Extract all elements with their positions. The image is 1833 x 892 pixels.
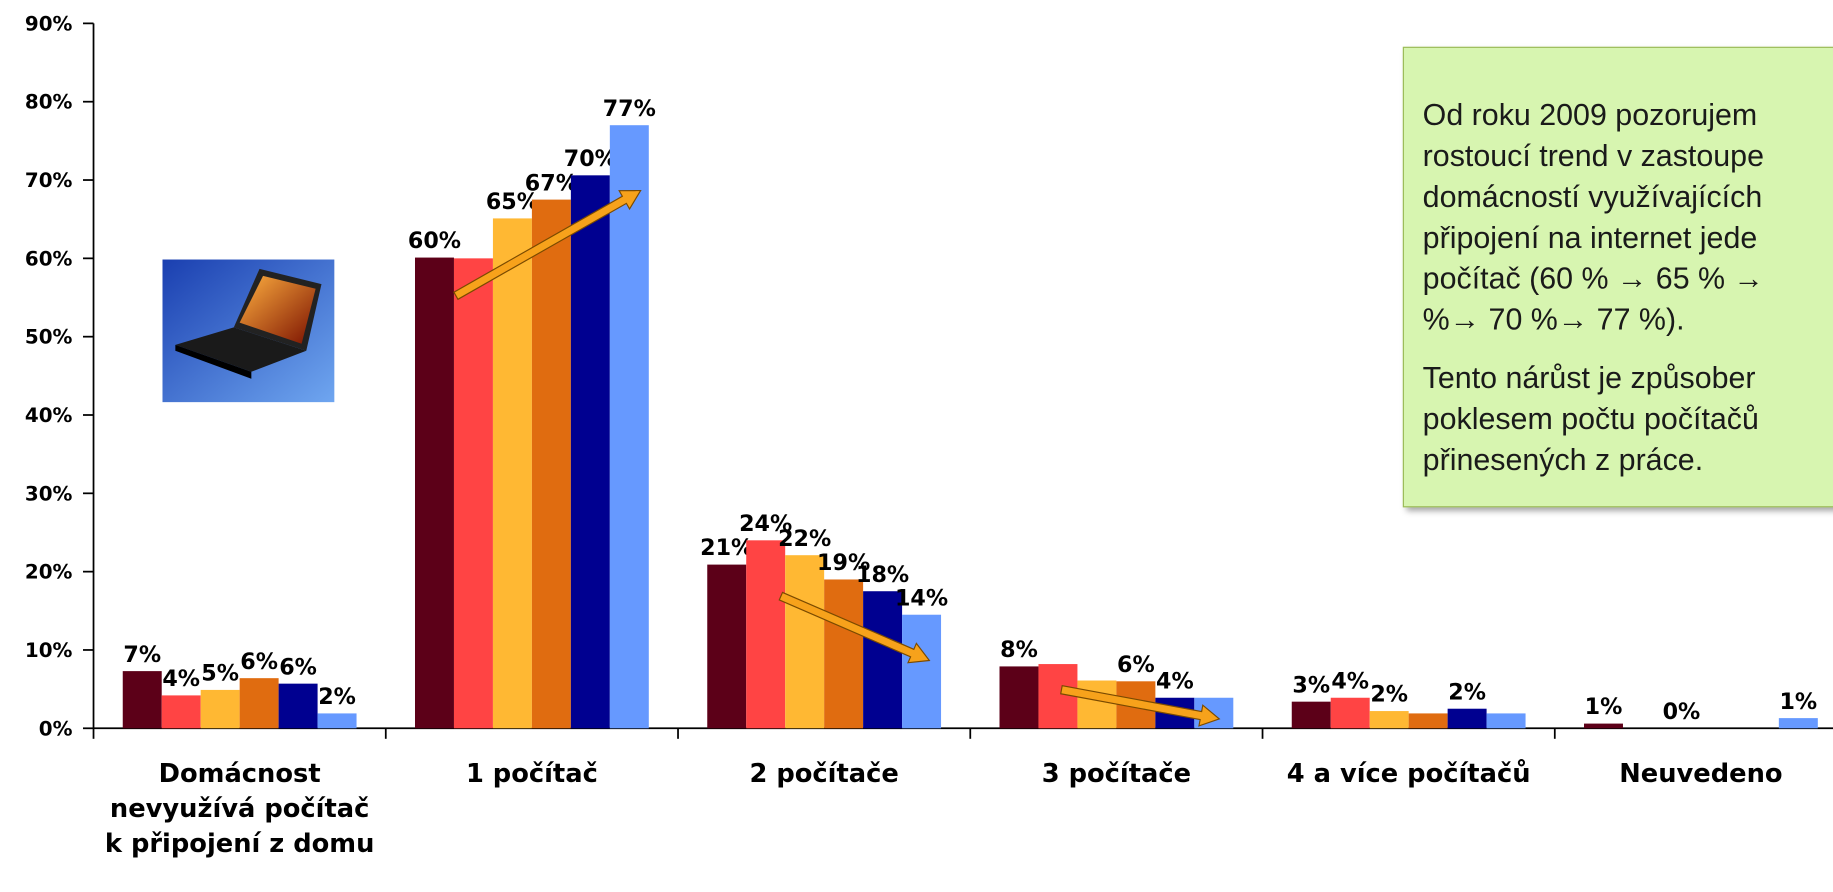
bar — [453, 258, 493, 729]
x-tick-label: 2 počítače — [749, 759, 899, 790]
y-tick-label: 40% — [25, 404, 73, 427]
data-label: 8% — [1000, 637, 1038, 663]
bar — [902, 614, 942, 729]
data-label: 14% — [895, 585, 948, 611]
x-tick-label: Domácnost nevyužívá počítač k připojení … — [104, 759, 375, 860]
bar — [1330, 697, 1370, 729]
bar — [746, 540, 786, 729]
bar — [122, 671, 162, 729]
data-label: 1% — [1779, 689, 1817, 715]
data-label: 6% — [240, 649, 278, 675]
data-label: 4% — [1156, 668, 1194, 694]
y-tick-label: 60% — [25, 247, 73, 270]
annotation-line: rostoucí trend v zastoupe — [1422, 137, 1764, 174]
data-label: 6% — [1117, 652, 1155, 678]
data-label: 4% — [1331, 668, 1369, 694]
trend-arrow — [453, 189, 642, 301]
bar — [278, 683, 318, 729]
bar — [239, 678, 279, 729]
bar — [1408, 713, 1448, 729]
y-tick-label: 50% — [25, 326, 73, 349]
bar — [570, 175, 610, 729]
x-tick-label: Neuvedeno — [1619, 759, 1783, 790]
data-label: 6% — [279, 654, 317, 680]
data-label: 77% — [603, 96, 656, 122]
paragraph-gap — [1423, 340, 1833, 358]
data-label: 4% — [162, 666, 200, 692]
data-label: 65% — [486, 189, 539, 215]
data-label: 5% — [201, 661, 239, 687]
bar — [1486, 713, 1526, 729]
x-tick-label: 3 počítače — [1041, 759, 1192, 790]
trend-arrow — [778, 591, 931, 664]
y-tick-label: 30% — [25, 482, 73, 505]
bar — [1778, 718, 1818, 729]
y-tick-label: 90% — [25, 12, 73, 35]
bar — [492, 218, 532, 729]
bar — [1291, 701, 1331, 729]
annotation-line: poklesem počtu počítačů — [1422, 400, 1759, 437]
data-label: 70% — [564, 146, 617, 172]
data-label: 2% — [1370, 682, 1408, 708]
data-label: 7% — [123, 642, 161, 668]
trend-arrow — [1060, 685, 1221, 727]
data-label: 1% — [1585, 694, 1623, 720]
y-tick-label: 80% — [25, 91, 73, 114]
y-tick-label: 0% — [39, 717, 73, 740]
data-label: 3% — [1292, 672, 1330, 698]
annotation-line: přinesených z práce. — [1422, 441, 1704, 477]
bar — [824, 579, 864, 729]
bar — [863, 591, 903, 729]
bar — [707, 564, 747, 729]
bar — [999, 666, 1039, 729]
laptop-picture — [162, 259, 335, 403]
bar — [531, 199, 571, 729]
data-label: 18% — [856, 562, 909, 588]
data-label: 2% — [1448, 679, 1486, 705]
bar — [1447, 708, 1487, 729]
data-label: 0% — [1663, 699, 1701, 725]
bar — [785, 555, 825, 729]
annotation-line: připojení na internet jede — [1422, 219, 1758, 255]
bar — [414, 257, 454, 729]
bar — [317, 713, 357, 729]
data-label: 2% — [318, 684, 356, 710]
y-tick-label: 20% — [25, 561, 73, 584]
bar — [1369, 711, 1409, 729]
data-label: 67% — [525, 170, 578, 196]
annotation-line: domácností využívajících — [1422, 178, 1763, 214]
bar — [609, 125, 649, 729]
data-label: 21% — [700, 535, 753, 561]
bar — [200, 689, 240, 729]
y-tick-label: 70% — [25, 169, 73, 192]
y-tick-label: 10% — [25, 639, 73, 662]
annotation-line: %→ 70 %→ 77 %). — [1422, 301, 1685, 337]
bar — [161, 695, 201, 729]
bar — [1584, 723, 1623, 729]
annotation-box: Od roku 2009 pozorujem rostoucí trend v z… — [1402, 46, 1833, 508]
data-label: 60% — [408, 228, 461, 254]
x-tick-label: 1 počítač — [465, 759, 598, 790]
data-label: 24% — [739, 511, 792, 537]
data-label: 22% — [778, 526, 831, 552]
annotation-line: Tento nárůst je způsober — [1422, 360, 1756, 396]
data-label: 19% — [817, 550, 870, 576]
bar — [1077, 680, 1117, 729]
x-tick-label: 4 a více počítačů — [1286, 759, 1531, 790]
annotation-line: Od roku 2009 pozorujem — [1422, 97, 1758, 133]
annotation-line: počítač (60 % → 65 % → — [1422, 260, 1764, 296]
